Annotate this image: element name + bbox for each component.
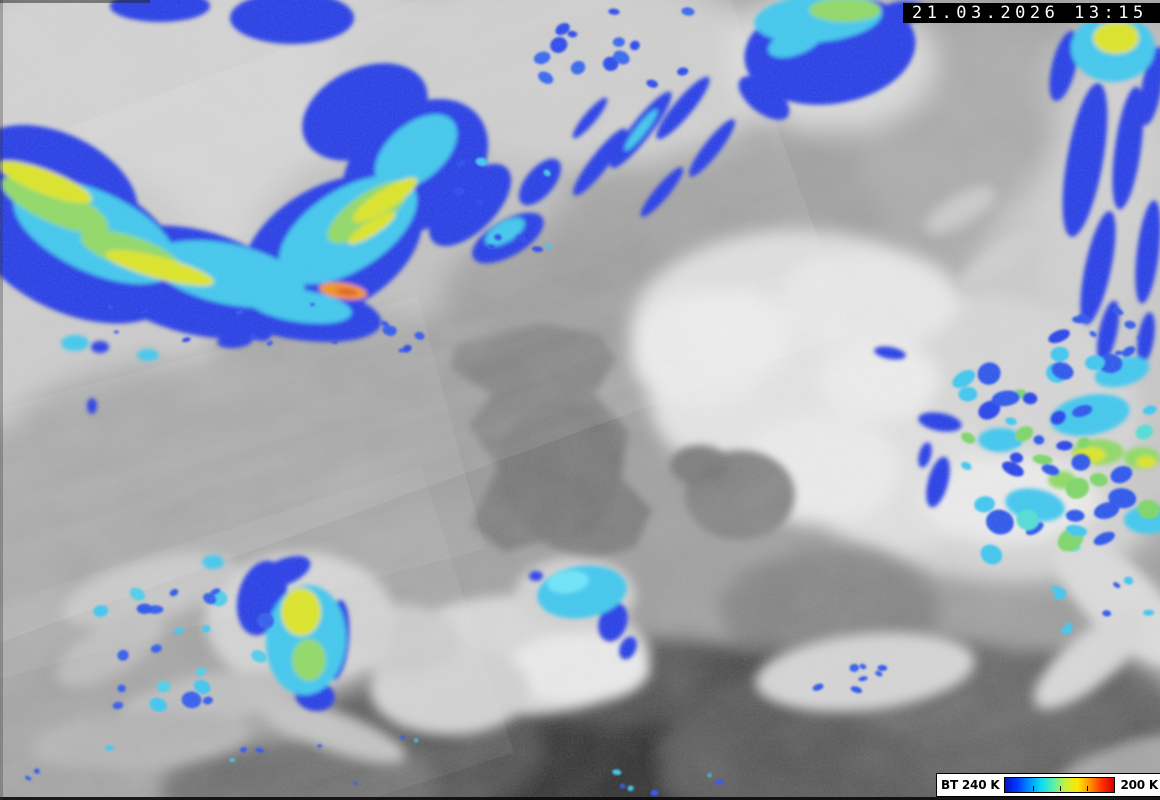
colorbar-tick: [1059, 786, 1061, 791]
colorbar-tick: [1032, 786, 1034, 791]
colorbar-legend: BT 240 K 200 K: [936, 773, 1160, 797]
colorbar-left-label: BT 240 K: [941, 778, 1000, 792]
timestamp-text: 21.03.2026 13:15: [912, 3, 1148, 23]
colorbar-right-label: 200 K: [1120, 778, 1158, 792]
colorbar-gradient: [1004, 777, 1116, 793]
timestamp-bar: 21.03.2026 13:15: [903, 3, 1160, 23]
colorbar-tick: [1087, 786, 1089, 791]
